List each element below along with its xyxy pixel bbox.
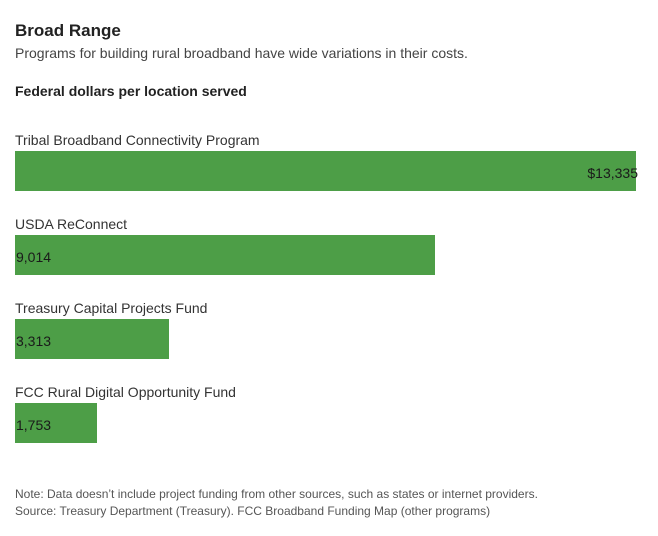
chart-subtitle: Programs for building rural broadband ha…: [15, 45, 468, 61]
bar-value-label: 9,014: [16, 249, 52, 265]
bars-area: Tribal Broadband Connectivity Program $13…: [15, 131, 640, 467]
bar-group: FCC Rural Digital Opportunity Fund 1,753: [15, 383, 640, 467]
bar-group: USDA ReConnect 9,014: [15, 215, 640, 299]
bar-group: Treasury Capital Projects Fund 3,313: [15, 299, 640, 383]
bar: [15, 151, 636, 191]
bar-category-label: Tribal Broadband Connectivity Program: [15, 132, 260, 148]
note-text: Note: Data doesn’t include project fundi…: [15, 487, 538, 501]
bar-category-label: Treasury Capital Projects Fund: [15, 300, 208, 316]
bar-value-label: $13,335: [587, 165, 638, 181]
bar-category-label: USDA ReConnect: [15, 216, 128, 232]
bar-category-label: FCC Rural Digital Opportunity Fund: [15, 384, 236, 400]
source-text: Source: Treasury Department (Treasury). …: [15, 504, 491, 518]
bar: [15, 235, 435, 275]
bar-value-label: 3,313: [16, 333, 52, 349]
bar-value-label: 1,753: [16, 417, 52, 433]
unit-label: Federal dollars per location served: [15, 83, 247, 99]
bar-group: Tribal Broadband Connectivity Program $13…: [15, 131, 640, 215]
chart-title: Broad Range: [15, 21, 121, 40]
chart-notes: Note: Data doesn’t include project fundi…: [15, 486, 538, 520]
bar: [15, 319, 169, 359]
bar-chart: Broad Range Programs for building rural …: [15, 20, 640, 467]
bar: [15, 403, 97, 443]
